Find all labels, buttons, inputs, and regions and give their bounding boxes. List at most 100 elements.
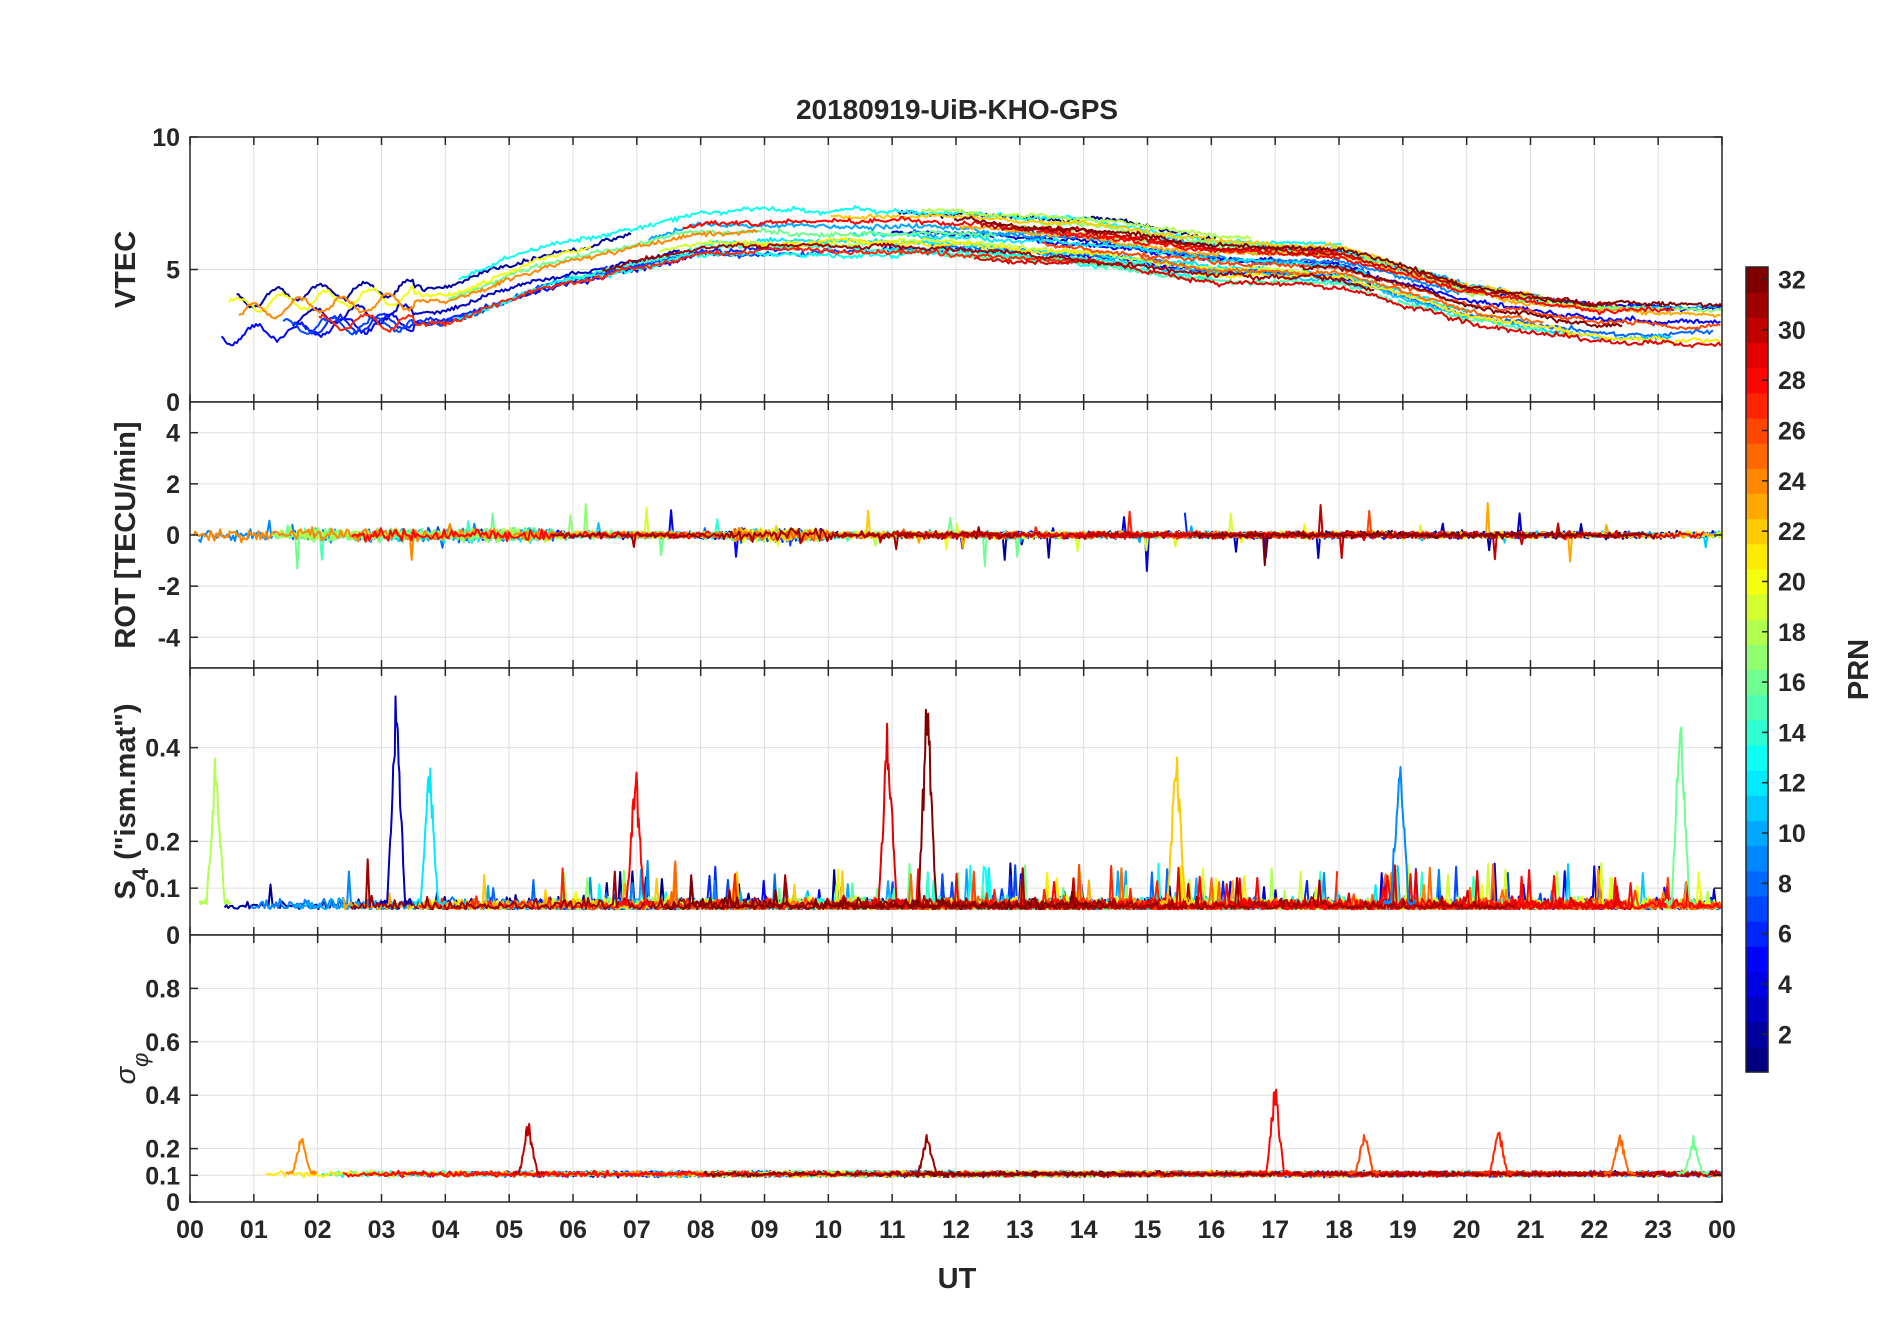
peak-line [512, 1122, 545, 1176]
colorbar-segment [1746, 392, 1768, 419]
series-group [198, 695, 1722, 911]
x-tick-label: 13 [1006, 1216, 1034, 1244]
colorbar-segment [1746, 568, 1768, 595]
y-tick-label: -2 [158, 573, 180, 601]
colorbar-segment [1746, 870, 1768, 897]
y-tick-label: 0.1 [145, 875, 180, 903]
peak-line [413, 767, 446, 907]
x-tick-label: 01 [240, 1216, 268, 1244]
colorbar-tick-label: 18 [1778, 619, 1806, 647]
grid [189, 668, 1723, 936]
y-tick-label: 0 [166, 522, 180, 550]
colorbar-tick-label: 4 [1778, 971, 1792, 999]
series-prn-19 [659, 236, 1310, 275]
colorbar-segment [1746, 795, 1768, 822]
colorbar-tick-label: 12 [1778, 770, 1806, 798]
y-axis-label-main: σ [110, 1065, 142, 1084]
series-prn-31 [551, 526, 1020, 551]
peak-line [870, 722, 905, 906]
x-tick-label: 10 [814, 1216, 842, 1244]
colorbar-segment [1746, 417, 1768, 444]
colorbar-tick-label: 14 [1778, 719, 1806, 747]
x-tick-label: 04 [431, 1216, 459, 1244]
peak-line [618, 771, 652, 906]
x-tick-label: 00 [176, 1216, 204, 1244]
grid [189, 935, 1723, 1203]
series-prn-25 [1140, 256, 1544, 324]
x-tick-label: 03 [368, 1216, 396, 1244]
series-prn-21 [1193, 271, 1721, 345]
colorbar-segment [1746, 493, 1768, 520]
series-prn-31 [349, 858, 1120, 911]
series-prn-1 [897, 209, 1219, 241]
series-prn-20 [228, 245, 592, 313]
colorbar-segment [1746, 820, 1768, 847]
colorbar-segment [1746, 845, 1768, 872]
colorbar-segment [1746, 468, 1768, 495]
colorbar-tick-label: 2 [1778, 1021, 1792, 1049]
y-tick-label: 0.2 [145, 828, 180, 856]
peak-line [1663, 726, 1697, 907]
series-prn-32 [703, 1170, 1135, 1179]
colorbar-segment [1746, 644, 1768, 671]
series-prn-24 [238, 228, 759, 320]
y-axis-label-sub: φ [128, 1053, 153, 1067]
colorbar-segment [1746, 267, 1768, 293]
colorbar-segment [1746, 1021, 1768, 1048]
colorbar-segment [1746, 694, 1768, 721]
colorbar-tick-label: 26 [1778, 418, 1806, 446]
colorbar-segment [1746, 443, 1768, 469]
panel-rot: -4 -2 0 2 4 ROT [TECU/min] [110, 401, 1723, 669]
y-tick-label: 0.4 [145, 1082, 180, 1110]
colorbar-segment [1746, 719, 1768, 746]
series-prn-32 [953, 215, 1722, 309]
colorbar-tick-label: 10 [1778, 820, 1806, 848]
x-tick-label: 23 [1644, 1216, 1672, 1244]
panel-s4: 00.10.20.4S4 ("ism.mat") [110, 667, 1723, 950]
y-axis-label-main: S [110, 880, 142, 899]
colorbar-tick-label: 32 [1778, 267, 1806, 295]
y-tick-label: -4 [158, 624, 180, 652]
peak-line [285, 1137, 318, 1176]
series-prn-21 [728, 236, 1107, 256]
series-prn-26 [1042, 241, 1721, 331]
peak-line [1676, 1134, 1710, 1176]
y-tick-label: 0 [166, 922, 180, 950]
x-tick-label: 18 [1325, 1216, 1353, 1244]
y-axis-label: VTEC [110, 231, 142, 308]
colorbar-segment [1746, 367, 1768, 394]
peak-line [1258, 1088, 1292, 1175]
series-prn-18 [921, 208, 1252, 240]
series-prn-13 [458, 205, 1342, 280]
colorbar-segment [1746, 895, 1768, 922]
colorbar-segment [1746, 518, 1768, 545]
series-group [265, 1088, 1722, 1179]
colorbar-label: PRN [1843, 639, 1875, 700]
x-tick-label: 14 [1070, 1216, 1098, 1244]
colorbar-segment [1746, 744, 1768, 771]
y-axis-label-sub: 4 [128, 867, 153, 880]
panel-vtec: 0 5 10 VTEC [110, 124, 1723, 417]
x-tick-label: 16 [1197, 1216, 1225, 1244]
y-tick-label: 0 [166, 1189, 180, 1217]
colorbar-segment [1746, 1046, 1768, 1073]
series-group [220, 205, 1722, 349]
x-tick-label: 22 [1580, 1216, 1608, 1244]
y-tick-label: 0.6 [145, 1029, 180, 1057]
colorbar-tick-label: 24 [1778, 468, 1806, 496]
y-axis-label-rest: ("ism.mat") [110, 703, 142, 867]
peak-line [910, 708, 944, 907]
x-tick-label: 19 [1389, 1216, 1417, 1244]
y-tick-label: 0 [166, 389, 180, 417]
y-tick-label: 4 [166, 420, 180, 448]
peak-line [910, 1134, 944, 1176]
x-tick-label: 17 [1261, 1216, 1289, 1244]
colorbar-segment [1746, 971, 1768, 998]
colorbar-tick-label: 20 [1778, 568, 1806, 596]
colorbar-box [1745, 266, 1769, 1073]
peak-line [1382, 766, 1417, 906]
series-prn-31 [1291, 1170, 1722, 1178]
y-tick-label: 5 [166, 257, 180, 285]
series-prn-32 [663, 874, 1110, 911]
colorbar-segment [1746, 292, 1768, 318]
